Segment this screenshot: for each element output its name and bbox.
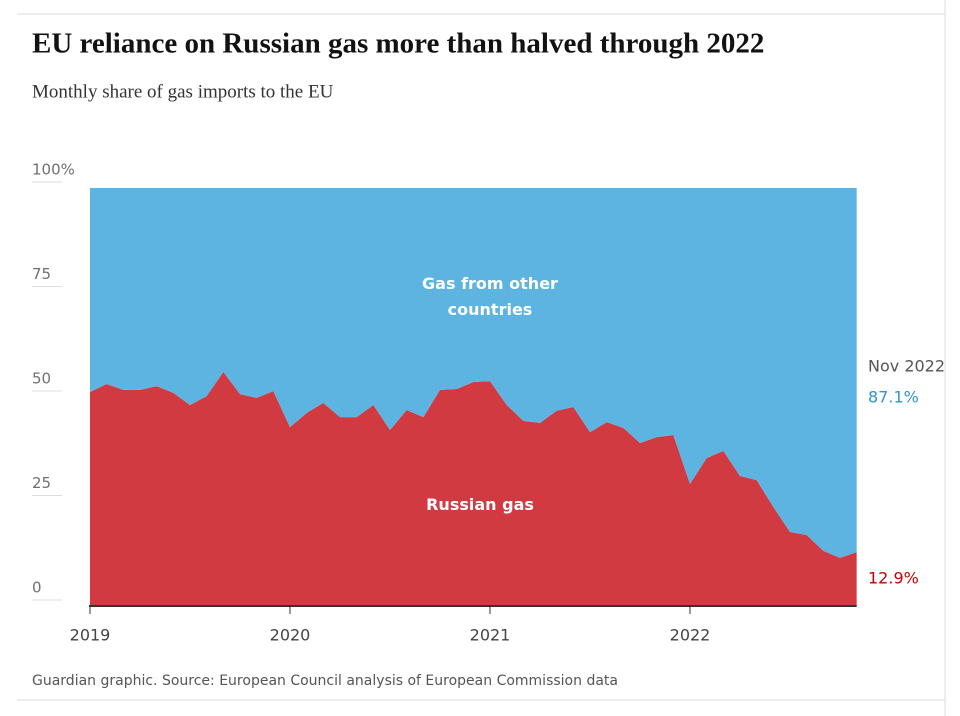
end-label: Nov 2022: [868, 357, 945, 376]
y-tick-label: 100%: [32, 161, 75, 179]
x-tick-label: 2020: [270, 626, 311, 645]
area: [90, 371, 857, 606]
chart-title: EU reliance on Russian gas more than hal…: [32, 28, 764, 60]
area-label: Gas from other countries: [422, 274, 558, 319]
x-tick-label: 2022: [670, 626, 711, 645]
x-tick-label: 2019: [70, 626, 111, 645]
value-label: 87.1%: [868, 388, 919, 407]
value-label: 12.9%: [868, 569, 919, 588]
chart-subtitle: Monthly share of gas imports to the EU: [32, 81, 334, 102]
source: Guardian graphic. Source: European Counc…: [32, 673, 618, 689]
area-label: Russian gas: [426, 495, 534, 514]
y-tick-label: 75: [32, 265, 51, 283]
area: [90, 188, 857, 558]
y-tick-label: 50: [32, 370, 51, 388]
x-tick-label: 2021: [470, 626, 511, 645]
y-tick-label: 25: [32, 474, 51, 492]
y-tick-label: 0: [32, 579, 42, 597]
